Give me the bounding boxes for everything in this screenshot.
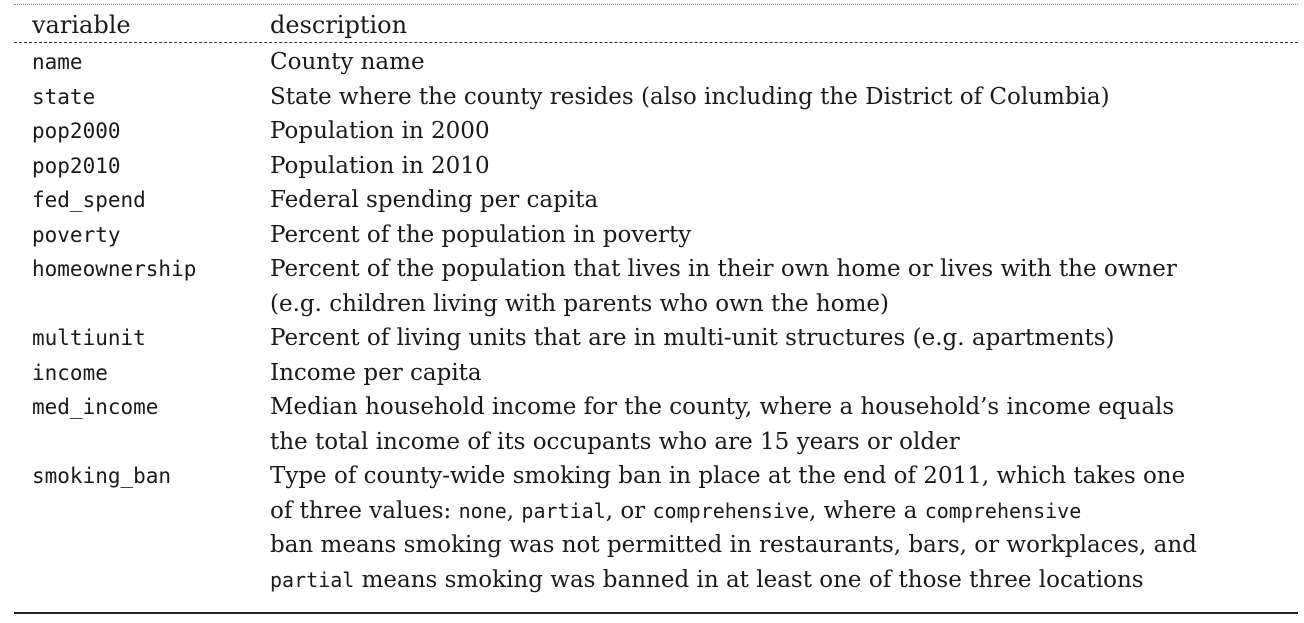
variable-name: multiunit: [32, 326, 146, 350]
text-fragment: of three values:: [270, 497, 459, 524]
variable-name: poverty: [32, 222, 121, 247]
table-row: fed_spend Federal spending per capita: [14, 183, 1298, 218]
text-fragment: , or: [605, 497, 653, 524]
variable-name: med_income: [32, 395, 159, 419]
variable-description: Median household income for the county, …: [270, 390, 1298, 459]
description-line: Federal spending per capita: [270, 187, 599, 213]
code-value-partial: partial: [270, 567, 355, 592]
variable-name: name: [32, 50, 83, 74]
description-line: Percent of the population in poverty: [270, 221, 692, 248]
table-row: multiunit Percent of living units that a…: [14, 321, 1298, 356]
description-line: Population in 2000: [270, 118, 490, 144]
description-line: State where the county resides (also inc…: [270, 83, 1110, 110]
code-value-comprehensive: comprehensive: [652, 498, 810, 523]
bottom-rule: [14, 612, 1298, 614]
description-line: partial means smoking was banned in at l…: [270, 563, 1298, 598]
table-row: med_income Median household income for t…: [14, 390, 1298, 459]
description-line: Median household income for the county, …: [270, 394, 1175, 420]
variable-description: Population in 2000: [270, 114, 1298, 149]
description-line: the total income of its occupants who ar…: [270, 428, 960, 455]
description-line: Income per capita: [270, 359, 482, 386]
table-row: smoking_ban Type of county-wide smoking …: [14, 459, 1298, 597]
variable-name: pop2000: [32, 119, 121, 143]
code-value-comprehensive: comprehensive: [924, 498, 1082, 523]
variable-description: Type of county-wide smoking ban in place…: [270, 459, 1298, 597]
description-line: Percent of the population that lives in …: [270, 256, 1177, 282]
description-line: Percent of living units that are in mult…: [270, 325, 1115, 351]
header-rule: [14, 42, 1298, 43]
description-line: County name: [270, 49, 425, 75]
table-row: name County name: [14, 45, 1298, 80]
top-rule: [14, 4, 1298, 5]
variable-name: state: [32, 84, 96, 109]
variable-name: fed_spend: [32, 188, 146, 212]
variable-description: Percent of living units that are in mult…: [270, 321, 1298, 356]
description-line: of three values: none, partial, or compr…: [270, 494, 1298, 529]
table-row: state State where the county resides (al…: [14, 80, 1298, 115]
description-line: (e.g. children living with parents who o…: [270, 290, 889, 317]
variable-name: income: [32, 360, 108, 385]
variable-description: Percent of the population in poverty: [270, 218, 1298, 253]
variable-description: Percent of the population that lives in …: [270, 252, 1298, 321]
text-fragment: ,: [506, 497, 522, 524]
description-line: Population in 2010: [270, 152, 490, 179]
table-row: pop2000 Population in 2000: [14, 114, 1298, 149]
header-variable: variable: [32, 11, 131, 39]
text-fragment: , where a: [809, 497, 925, 524]
table-row: homeownership Percent of the population …: [14, 252, 1298, 321]
table-row: income Income per capita: [14, 356, 1298, 391]
variable-name: homeownership: [32, 257, 197, 281]
variable-description: Federal spending per capita: [270, 183, 1298, 218]
description-line: ban means smoking was not permitted in r…: [270, 532, 1197, 558]
variable-description: County name: [270, 45, 1298, 80]
table-row: poverty Percent of the population in pov…: [14, 218, 1298, 253]
variable-name: smoking_ban: [32, 464, 172, 488]
variable-description: State where the county resides (also inc…: [270, 80, 1298, 115]
text-fragment: means smoking was banned in at least one…: [354, 566, 1144, 593]
code-value-partial: partial: [521, 498, 606, 523]
variable-description: Income per capita: [270, 356, 1298, 391]
table-header: variable description: [14, 8, 1298, 42]
table-row: pop2010 Population in 2010: [14, 149, 1298, 184]
description-line: Type of county-wide smoking ban in place…: [270, 463, 1186, 489]
header-description: description: [270, 11, 408, 39]
code-value-none: none: [458, 498, 507, 523]
table-body: name County name state State where the c…: [14, 45, 1298, 597]
variable-name: pop2010: [32, 153, 121, 178]
variable-description: Population in 2010: [270, 149, 1298, 184]
